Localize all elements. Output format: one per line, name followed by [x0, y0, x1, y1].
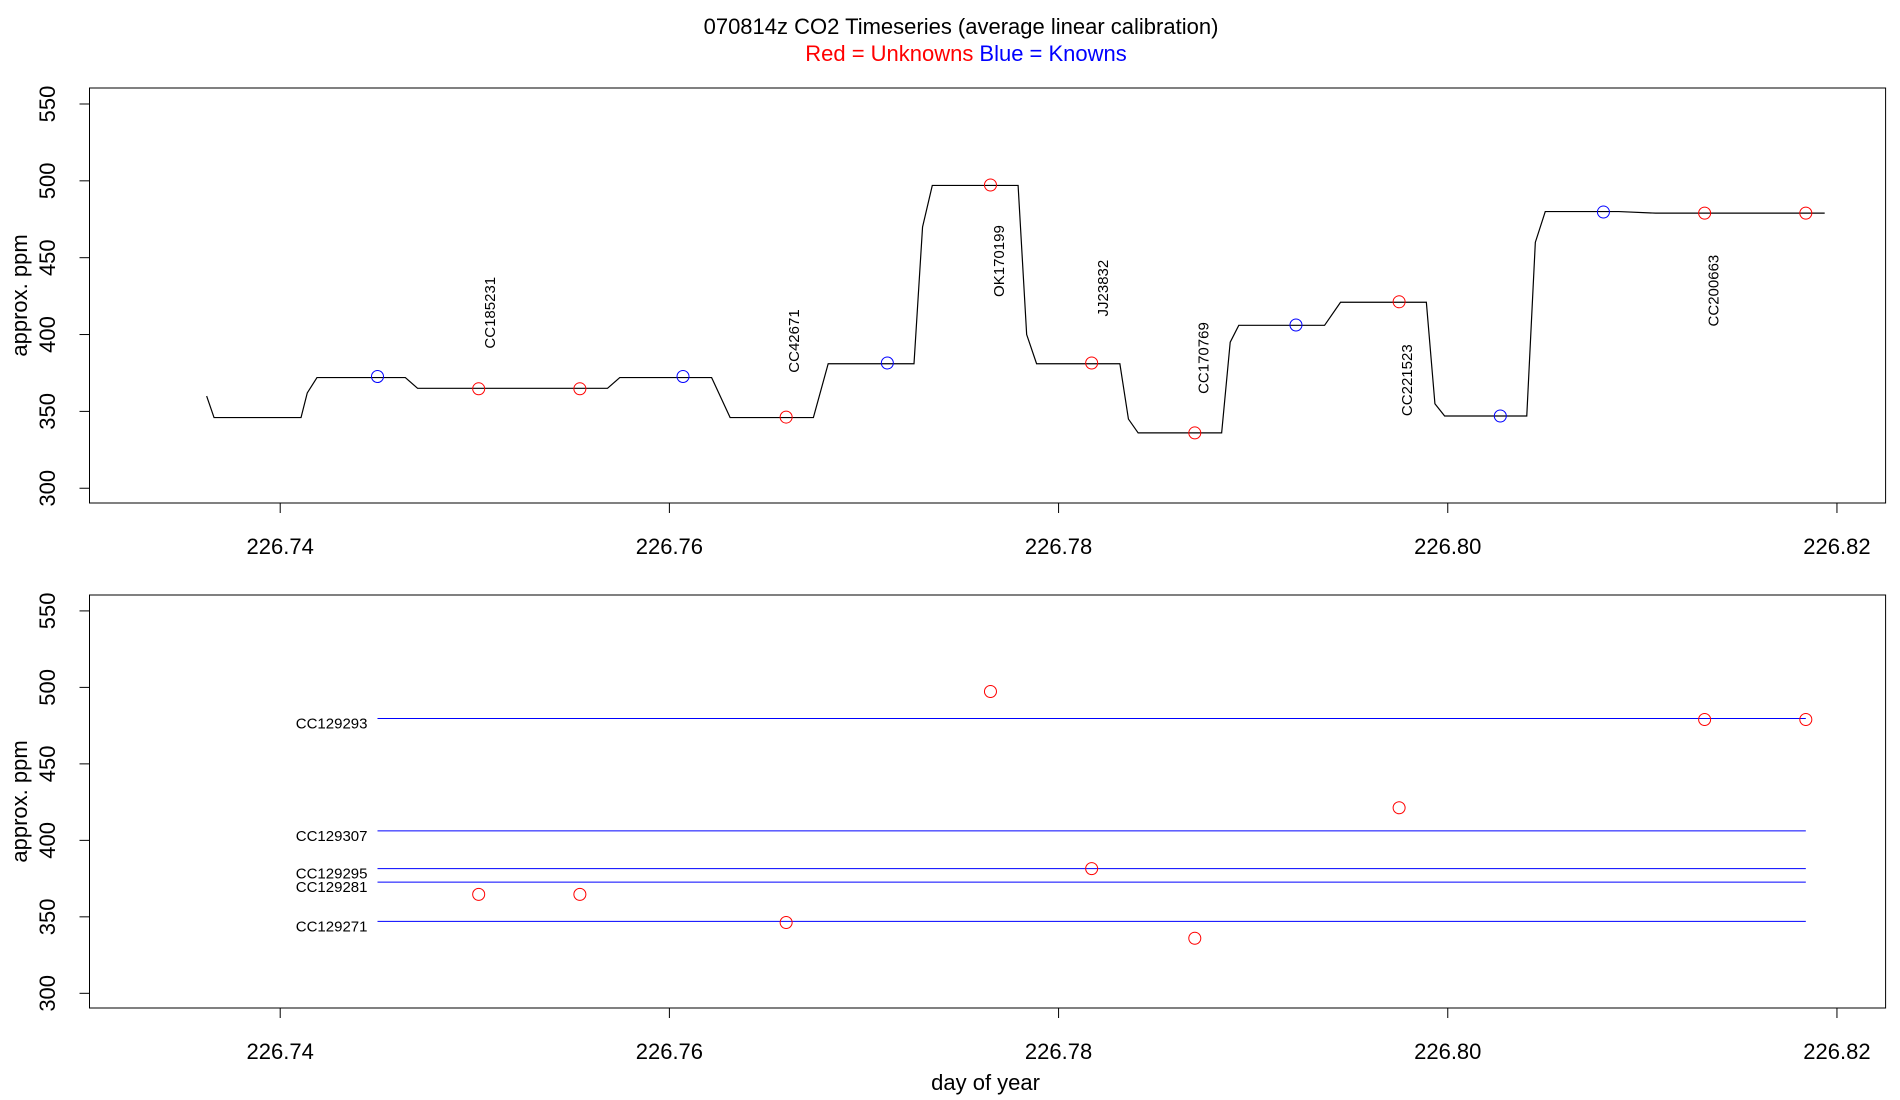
- x-tick-label: 226.78: [1025, 534, 1092, 559]
- point: [573, 887, 587, 901]
- point: [472, 382, 486, 396]
- reference-label: CC129295: [296, 866, 368, 883]
- y-axis-label: approx. ppm: [7, 740, 32, 862]
- point: [1596, 205, 1610, 219]
- point: [779, 915, 793, 929]
- y-tick-label: 300: [35, 470, 60, 507]
- y-tick-label: 550: [35, 86, 60, 123]
- legend: Red = Unknowns Blue = Knowns: [805, 41, 1127, 66]
- point: [1392, 801, 1406, 815]
- x-tick-label: 226.82: [1803, 534, 1870, 559]
- plot-frame: [89, 87, 1887, 504]
- annotation: CC221523: [1399, 344, 1416, 416]
- point: [779, 410, 793, 424]
- y-tick-label: 300: [35, 975, 60, 1012]
- point: [472, 887, 486, 901]
- x-tick-label: 226.78: [1025, 1039, 1092, 1064]
- chart-title: 070814z CO2 Timeseries (average linear c…: [704, 14, 1219, 39]
- point: [1085, 356, 1099, 370]
- point: [983, 178, 997, 192]
- point: [370, 370, 384, 384]
- y-tick-label: 500: [35, 669, 60, 706]
- x-tick-label: 226.80: [1414, 1039, 1481, 1064]
- point: [573, 382, 587, 396]
- annotation: CC200663: [1705, 255, 1722, 327]
- point: [1493, 409, 1507, 423]
- y-tick-label: 350: [35, 898, 60, 935]
- point: [1698, 713, 1712, 727]
- reference-label: CC129281: [296, 879, 368, 896]
- legend-entry: Red = Unknowns: [805, 41, 973, 66]
- point: [1698, 206, 1712, 220]
- trace-line: [206, 184, 1825, 434]
- point: [1392, 295, 1406, 309]
- point: [1085, 862, 1099, 876]
- point: [1799, 713, 1813, 727]
- annotation: OK170199: [991, 225, 1008, 297]
- x-tick-label: 226.76: [636, 534, 703, 559]
- x-tick-label: 226.74: [247, 1039, 314, 1064]
- x-tick-label: 226.76: [636, 1039, 703, 1064]
- point: [676, 370, 690, 384]
- point: [983, 685, 997, 699]
- y-tick-label: 400: [35, 822, 60, 859]
- x-tick-label: 226.74: [247, 534, 314, 559]
- x-tick-label: 226.80: [1414, 534, 1481, 559]
- y-tick-label: 350: [35, 393, 60, 430]
- y-tick-label: 500: [35, 162, 60, 199]
- annotation: CC42671: [786, 309, 803, 372]
- annotation: CC185231: [482, 277, 499, 349]
- point: [1188, 426, 1202, 440]
- reference-label: CC129293: [296, 715, 368, 732]
- plot-frame: [89, 594, 1887, 1009]
- point: [880, 356, 894, 370]
- y-axis-label: approx. ppm: [7, 234, 32, 356]
- y-tick-label: 400: [35, 316, 60, 353]
- point: [1188, 931, 1202, 945]
- annotation: CC170769: [1195, 322, 1212, 394]
- point: [1289, 318, 1303, 332]
- reference-label: CC129271: [296, 918, 368, 935]
- y-tick-label: 450: [35, 746, 60, 783]
- y-tick-label: 550: [35, 593, 60, 630]
- reference-label: CC129307: [296, 828, 368, 845]
- legend-entry: Blue = Knowns: [979, 41, 1126, 66]
- annotation: JJ23832: [1095, 260, 1112, 317]
- x-axis-label: day of year: [931, 1070, 1040, 1095]
- y-tick-label: 450: [35, 239, 60, 276]
- point: [1799, 206, 1813, 220]
- x-tick-label: 226.82: [1803, 1039, 1870, 1064]
